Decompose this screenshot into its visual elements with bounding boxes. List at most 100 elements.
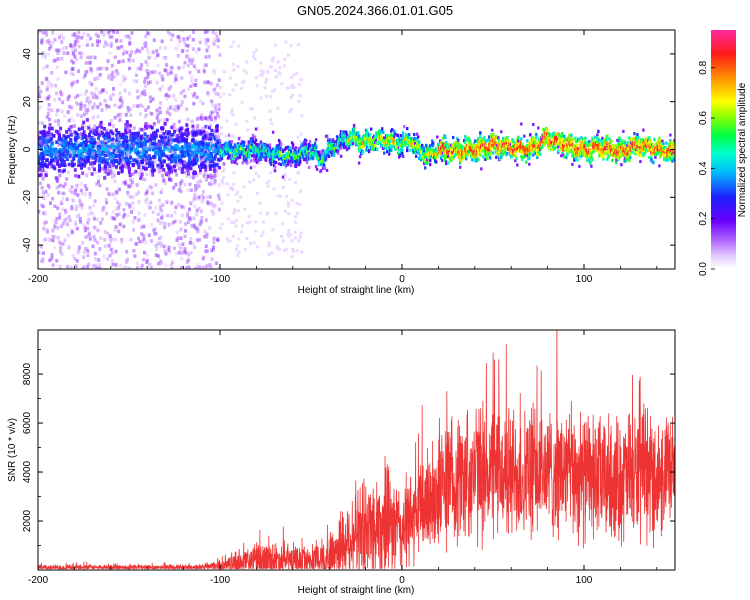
spectrogram-cell <box>84 126 88 130</box>
spectrogram-cell <box>367 150 371 154</box>
spectrogram-cell <box>108 30 112 33</box>
spectrogram-cell <box>445 161 448 166</box>
spectrogram-cell <box>107 74 110 78</box>
spectrogram-cell <box>344 144 348 148</box>
spectrogram-cell <box>95 95 98 99</box>
spectrogram-cell <box>176 154 180 158</box>
spectrogram-cell <box>470 143 473 147</box>
spectrogram-cell <box>95 141 99 145</box>
spectrogram-cell <box>147 81 150 85</box>
spectrogram-cell <box>121 158 124 162</box>
spectrogram-cell <box>78 203 82 208</box>
spectrogram-cell <box>231 113 235 117</box>
spectrogram-cell <box>427 147 430 151</box>
spectrogram-cell <box>254 171 258 175</box>
spectrogram-cell <box>163 144 167 149</box>
spectrogram-cell <box>196 117 200 121</box>
spectrogram-cell <box>212 245 215 249</box>
spectrogram-cell <box>123 125 127 129</box>
spectrogram-cell <box>53 38 57 42</box>
spectrogram-cell <box>67 134 71 139</box>
spectrogram-cell <box>139 169 143 173</box>
spectrogram-cell <box>95 132 99 136</box>
spectrogram-cell <box>88 195 92 199</box>
spectrogram-cell <box>154 231 158 236</box>
spectrogram-cell <box>254 127 258 131</box>
spectrogram-cell <box>269 171 273 175</box>
spectrogram-cell <box>164 135 168 140</box>
spectrogram-cell <box>177 66 181 70</box>
spectrogram-cell <box>203 30 207 34</box>
spectrogram-cell <box>252 151 256 155</box>
spectrogram-cell <box>164 171 168 175</box>
spectrogram-cell <box>123 265 127 269</box>
spectrogram-cell <box>252 178 256 182</box>
spectrogram-cell <box>104 142 108 146</box>
spectrogram-cell <box>411 146 414 151</box>
spectrogram-cell <box>129 142 133 146</box>
spectrogram-cell <box>208 167 212 171</box>
spectrogram-cell <box>77 174 81 179</box>
spectrogram-cell <box>79 143 83 148</box>
spectrogram-cell <box>205 125 209 129</box>
spectrogram-cell <box>66 264 69 269</box>
spectrogram-cell <box>146 105 150 110</box>
spectrogram-cell <box>39 130 43 135</box>
spectrogram-cell <box>174 156 178 161</box>
spectrogram-cell <box>103 136 107 141</box>
spectrogram-cell <box>138 217 142 222</box>
spectrogram-cell <box>58 149 62 154</box>
spectrogram-cell <box>74 48 78 52</box>
spectrogram-cell <box>109 119 113 123</box>
spectrogram-cell <box>60 109 64 114</box>
spectrogram-cell <box>46 52 50 57</box>
spectrogram-cell <box>245 140 249 144</box>
spectrogram-cell <box>74 222 78 226</box>
spectrogram-cell <box>149 200 153 205</box>
spectrogram-cell <box>288 146 292 150</box>
spectrogram-cell <box>131 220 135 224</box>
spectrogram-cell <box>83 73 87 77</box>
spectrogram-cell <box>186 128 190 133</box>
spectrogram-cell <box>143 213 147 217</box>
spectrogram-cell <box>91 156 95 160</box>
spectrogram-cell <box>94 32 98 37</box>
spectrogram-cell <box>210 265 214 269</box>
spectrogram-cell <box>504 147 507 151</box>
spectrogram-cell <box>124 165 128 169</box>
spectrogram-cell <box>66 151 70 156</box>
spectrogram-cell <box>143 158 147 162</box>
spectrogram-cell <box>191 133 195 137</box>
spectrogram-cell <box>278 248 281 251</box>
spectrogram-cell <box>144 44 147 48</box>
spectrogram-cell <box>59 158 63 162</box>
spectrogram-cell <box>56 226 60 230</box>
spectrogram-cell <box>98 164 101 168</box>
spectrogram-cell <box>298 156 302 160</box>
spectrogram-cell <box>186 117 190 122</box>
spectrogram-cell <box>154 146 158 151</box>
spectrogram-cell <box>154 183 158 187</box>
spectrogram-cell <box>140 160 144 164</box>
spectrogram-cell <box>442 148 445 152</box>
spectrogram-cell <box>326 138 330 142</box>
spectrogram-cell <box>192 154 196 159</box>
spectrogram-cell <box>220 156 224 160</box>
spectrogram-cell <box>262 155 266 159</box>
spectrogram-cell <box>141 163 145 168</box>
spectrogram-cell <box>500 130 503 134</box>
spectrogram-cell <box>174 138 178 142</box>
spectrogram-cell <box>183 94 187 99</box>
spectrogram-cell <box>113 174 117 178</box>
spectrogram-cell <box>109 237 113 241</box>
spectrogram-marks <box>38 30 675 269</box>
spectrogram-cell <box>193 225 197 230</box>
spectrogram-cell <box>466 147 469 151</box>
spectrogram-cell <box>85 89 89 93</box>
spectrogram-cell <box>500 151 503 155</box>
spectrogram-cell <box>140 142 144 147</box>
spectrogram-cell <box>154 253 158 257</box>
spectrogram-cell <box>283 249 286 252</box>
spectrogram-cell <box>299 140 302 144</box>
spectrogram-cell <box>188 170 192 174</box>
